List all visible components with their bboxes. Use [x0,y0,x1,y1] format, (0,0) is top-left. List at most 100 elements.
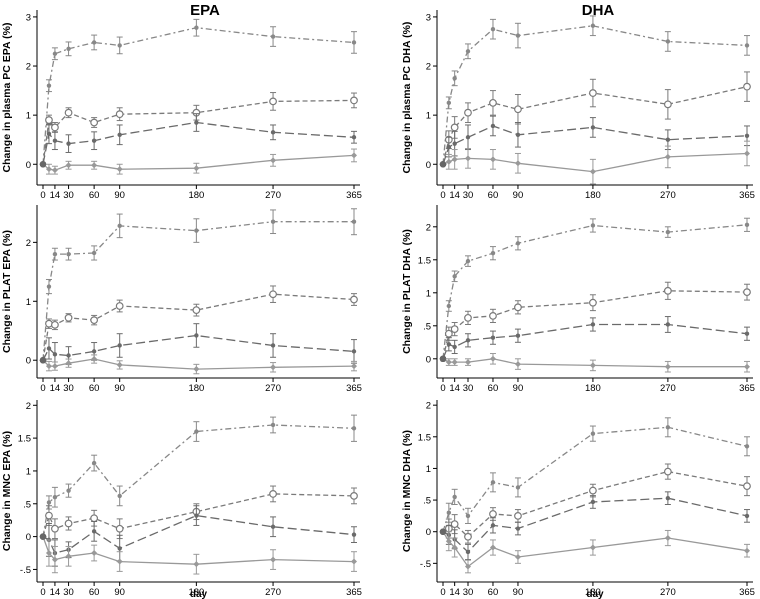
x-tick-label: 365 [346,190,362,201]
data-point [350,491,358,500]
data-point [117,223,122,229]
data-point [589,168,596,175]
data-point [452,141,457,146]
data-point [515,526,521,531]
data-point [489,156,496,163]
data-point [270,130,276,135]
series-2 [439,463,751,544]
data-point [39,533,47,540]
data-point [743,482,751,491]
series-line [42,221,354,361]
data-point [515,333,521,338]
data-point [91,460,97,466]
x-tick-label: 270 [265,190,281,201]
series-4 [39,148,357,175]
data-point [464,155,471,162]
y-tick-label: 2 [26,238,31,249]
data-point [117,493,122,499]
data-point [664,153,671,160]
x-tick-label: 180 [585,587,601,598]
data-point [351,152,357,159]
data-point [450,520,459,529]
data-point [439,161,447,168]
series-1 [439,217,750,362]
data-point [351,135,357,140]
data-point [451,156,458,163]
data-point [117,343,122,348]
data-point [193,165,200,172]
data-point [91,356,98,363]
data-point [45,166,52,173]
series-3 [439,491,750,561]
data-point [589,544,596,551]
data-point [270,364,277,371]
data-point [514,303,522,312]
data-point [46,284,52,289]
data-point [514,554,521,561]
data-point [65,360,72,367]
y-tick-label: 1.5 [18,434,31,445]
y-tick-label: .5 [423,321,431,332]
y-tick-label: .5 [423,496,431,507]
series-1 [39,18,357,168]
data-point [52,352,58,357]
data-point [465,513,471,519]
series-line [442,323,748,360]
data-point [590,431,596,436]
data-point [589,486,597,495]
data-point [445,158,452,165]
data-point [446,510,452,515]
data-point [66,46,71,52]
x-tick-label: 60 [89,587,100,598]
data-point [270,556,277,563]
data-point [51,167,58,174]
data-point [52,138,58,143]
column-title-epa: EPA [190,2,220,19]
data-point [490,480,496,485]
series-line [42,536,355,565]
data-point [590,499,596,505]
x-tick-label: 365 [739,383,755,394]
data-point [117,132,122,137]
x-tick-label: 30 [63,190,74,201]
x-tick-label: 0 [440,383,445,394]
data-point [351,349,357,354]
data-point [665,425,671,430]
data-point [90,118,99,127]
data-point [590,322,596,327]
series-line [42,99,355,165]
data-point [665,39,671,44]
data-point [744,150,750,157]
data-point [464,313,472,322]
data-point [193,561,200,568]
data-point [446,144,452,150]
data-point [464,532,472,541]
series-line [42,424,355,537]
data-point [515,33,521,38]
data-point [446,303,452,309]
series-2 [39,485,358,540]
y-tick-label: 0 [426,527,431,538]
data-point [52,495,58,500]
y-tick-label: -.5 [20,565,31,576]
x-tick-label: 30 [63,587,74,598]
data-point [269,97,277,106]
data-point [664,535,671,542]
x-tick-label: 60 [488,383,499,394]
x-tick-label: 60 [89,383,100,394]
x-tick-label: 90 [114,587,125,598]
data-point [66,251,71,257]
data-point [665,322,671,327]
series-line [442,426,748,532]
series-2 [439,71,751,168]
data-point [664,363,671,370]
series-4 [39,354,357,375]
data-point [451,359,458,366]
data-point [489,544,496,551]
data-point [64,108,73,117]
data-point [39,357,47,364]
data-point [351,426,357,431]
y-tick-label: -.5 [420,559,431,570]
